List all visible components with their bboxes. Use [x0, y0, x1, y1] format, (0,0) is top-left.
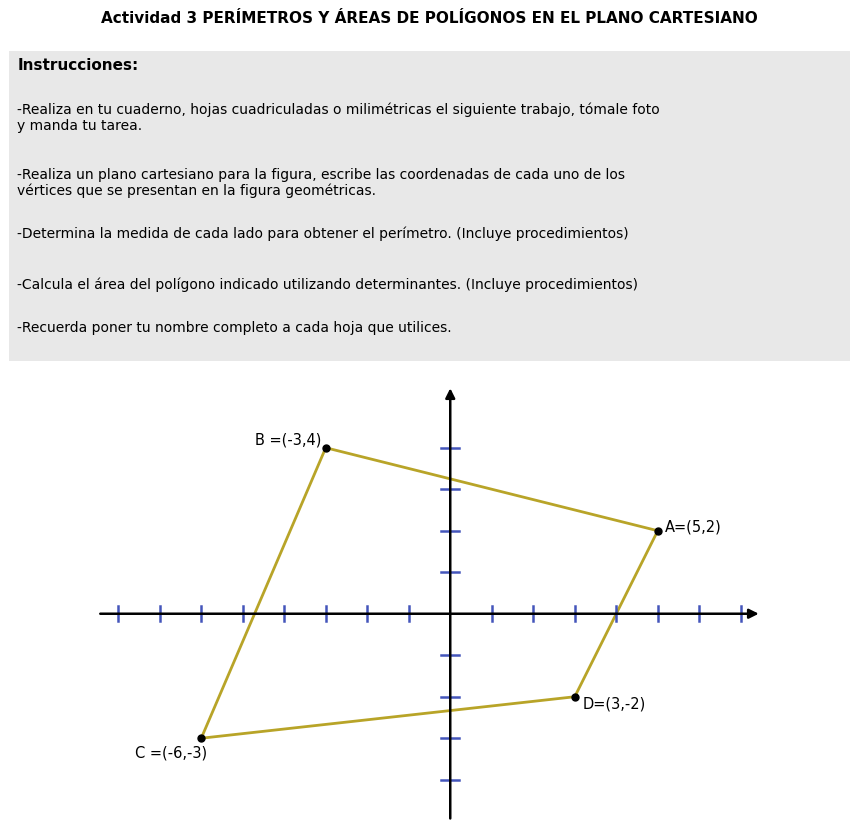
Text: -Realiza en tu cuaderno, hojas cuadriculadas o milimétricas el siguiente trabajo: -Realiza en tu cuaderno, hojas cuadricul…: [17, 102, 660, 132]
FancyBboxPatch shape: [9, 51, 850, 361]
Text: B =(-3,4): B =(-3,4): [255, 432, 321, 447]
Text: Instrucciones:: Instrucciones:: [17, 59, 138, 73]
Text: -Calcula el área del polígono indicado utilizando determinantes. (Incluye proced: -Calcula el área del polígono indicado u…: [17, 277, 638, 292]
Text: -Determina la medida de cada lado para obtener el perímetro. (Incluye procedimie: -Determina la medida de cada lado para o…: [17, 226, 629, 241]
Text: -Recuerda poner tu nombre completo a cada hoja que utilices.: -Recuerda poner tu nombre completo a cad…: [17, 321, 452, 335]
Text: Actividad 3 PERÍMETROS Y ÁREAS DE POLÍGONOS EN EL PLANO CARTESIANO: Actividad 3 PERÍMETROS Y ÁREAS DE POLÍGO…: [101, 11, 758, 26]
Text: -Realiza un plano cartesiano para la figura, escribe las coordenadas de cada uno: -Realiza un plano cartesiano para la fig…: [17, 168, 625, 199]
Text: A=(5,2): A=(5,2): [665, 520, 722, 535]
Text: C =(-6,-3): C =(-6,-3): [135, 745, 207, 760]
Text: D=(3,-2): D=(3,-2): [582, 696, 645, 711]
